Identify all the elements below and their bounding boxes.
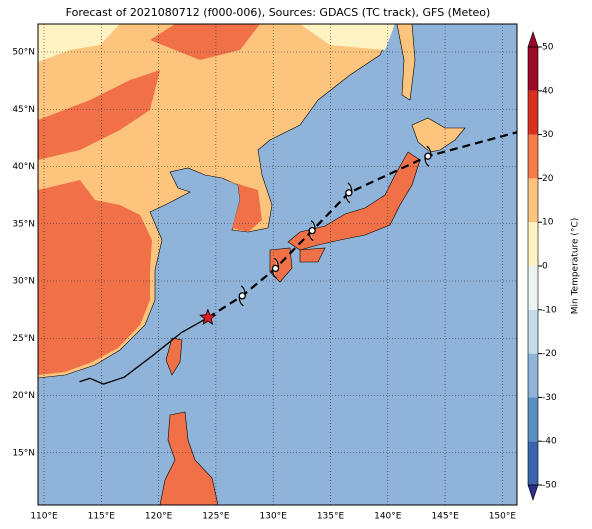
colorbar-segment: [528, 266, 538, 310]
colorbar-segment: [528, 441, 538, 485]
storm-symbol: [271, 257, 280, 279]
colorbar-segment: [528, 309, 538, 354]
colorbar-tick-label: 20: [542, 174, 554, 184]
cool-land: [38, 24, 395, 62]
lat-label: 15°N: [12, 448, 35, 458]
current-position: [199, 308, 217, 325]
warm-land: [38, 24, 262, 375]
colorbar-extend-high: [527, 31, 539, 48]
map-area: [38, 24, 517, 505]
kyushu-shikoku: [269, 247, 326, 283]
lat-label: 20°N: [12, 391, 35, 401]
lon-label: 115°E: [88, 512, 116, 522]
taiwan: [165, 337, 183, 376]
colorbar-segment: [528, 47, 538, 91]
colorbar-segment: [528, 90, 538, 135]
storm-symbol: [238, 285, 246, 307]
storm-symbol: [424, 145, 432, 167]
past-track: [79, 317, 209, 385]
lon-label: 140°E: [374, 512, 402, 522]
colorbar-tick-label: -50: [542, 481, 557, 491]
colorbar-tick-label: 10: [542, 218, 554, 228]
colorbar-label: Min Temperature (°C): [571, 218, 581, 315]
lat-label: 45°N: [12, 105, 35, 115]
lon-label: 110°E: [30, 512, 58, 522]
lat-label: 30°N: [12, 277, 35, 287]
lat-label: 40°N: [12, 162, 35, 172]
lon-label: 150°E: [489, 512, 517, 522]
storm-symbol: [308, 220, 316, 242]
lat-label: 35°N: [12, 219, 35, 229]
map-frame: [37, 23, 518, 506]
colorbar-tick-label: -30: [542, 393, 557, 403]
title: Forecast of 2021080712 (f000-006), Sourc…: [66, 6, 491, 19]
lon-label: 145°E: [431, 512, 459, 522]
lat-label: 25°N: [12, 334, 35, 344]
colorbar-segment: [528, 397, 538, 442]
colorbar-extend-low: [527, 484, 539, 501]
hokkaido: [411, 117, 466, 153]
colorbar-tick-label: 0: [542, 262, 548, 272]
colorbar-tick-label: -20: [542, 349, 557, 359]
lon-label: 120°E: [145, 512, 173, 522]
storm-symbol: [345, 182, 353, 204]
colorbar-segment: [528, 178, 538, 223]
colorbar-segment: [528, 353, 538, 398]
colorbar-tick-label: 40: [542, 86, 554, 96]
colorbar-tick-label: 30: [542, 130, 554, 140]
philippines: [159, 411, 219, 505]
colorbar-segment: [528, 134, 538, 179]
colorbar-segment: [528, 222, 538, 266]
lon-label: 130°E: [260, 512, 288, 522]
lon-label: 125°E: [202, 512, 230, 522]
colorbar-tick-label: 50: [542, 43, 554, 53]
lon-label: 135°E: [317, 512, 345, 522]
colorbar-tick-label: -40: [542, 437, 557, 447]
lat-label: 50°N: [12, 48, 35, 58]
colorbar-tick-label: -10: [542, 305, 557, 315]
sakhalin: [396, 24, 416, 101]
